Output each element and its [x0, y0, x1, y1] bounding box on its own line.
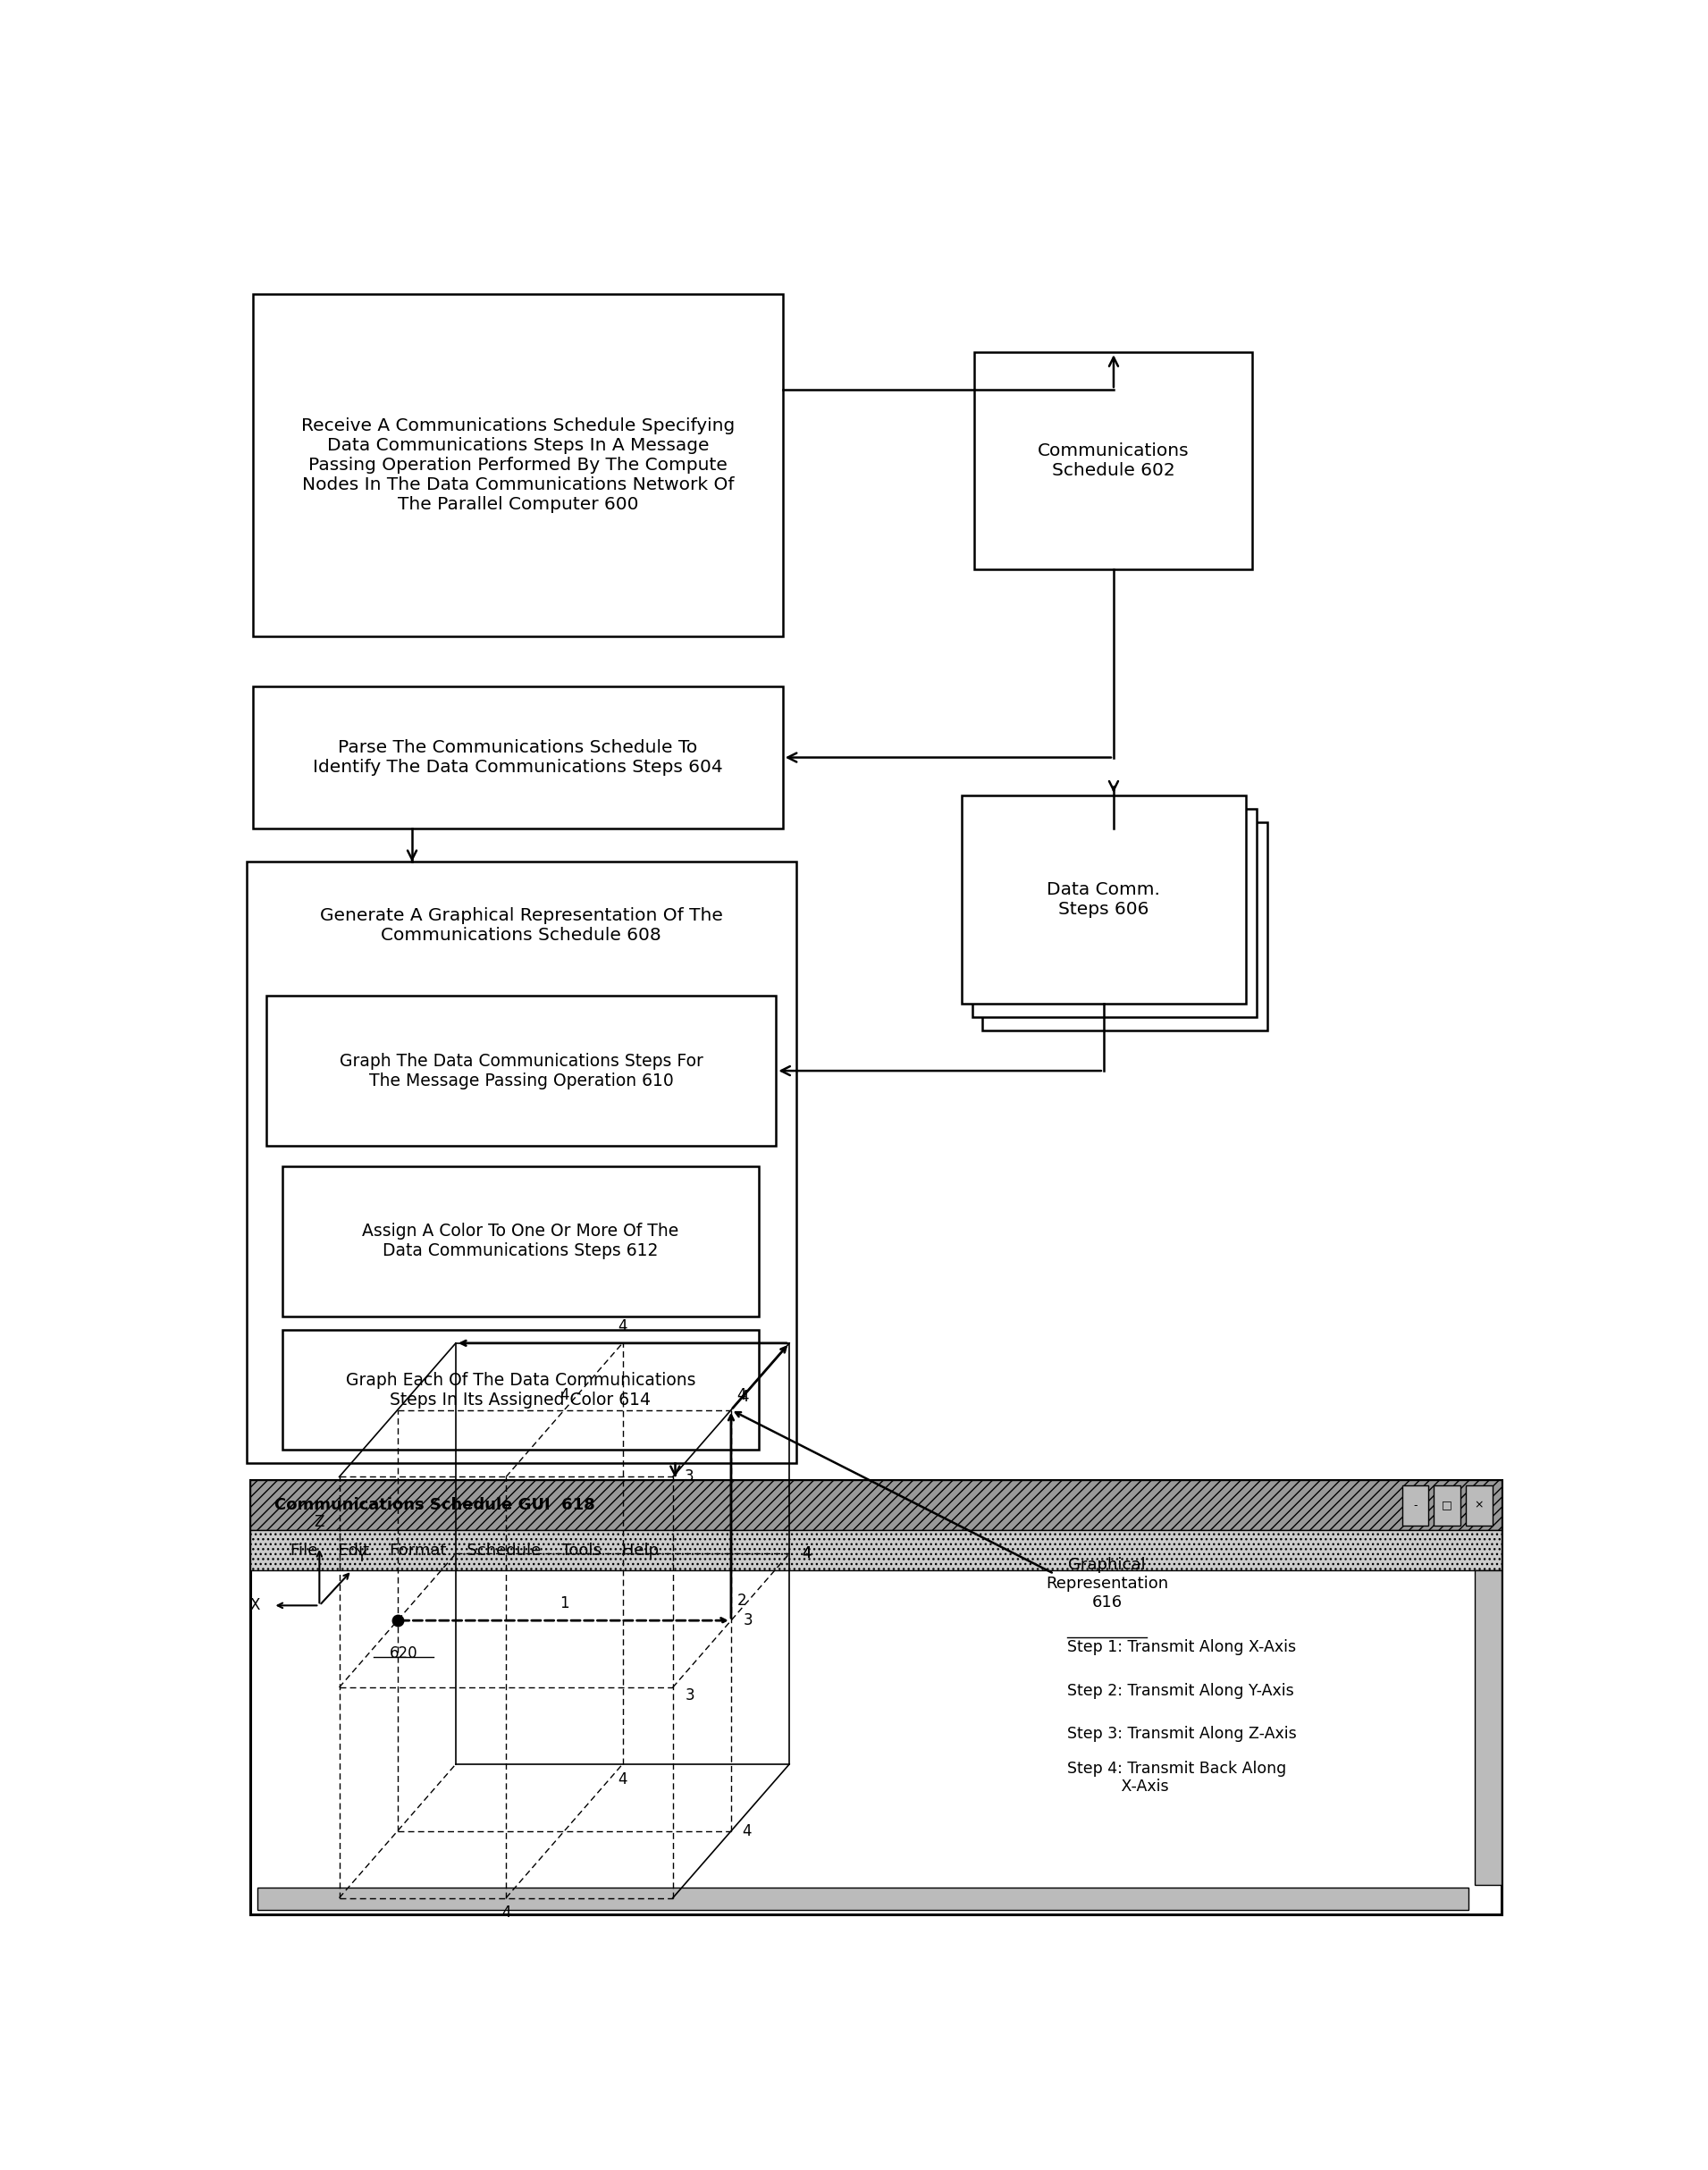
Text: 4: 4 [801, 1545, 811, 1562]
Text: 4: 4 [801, 1545, 811, 1562]
Text: 4: 4 [502, 1905, 511, 1920]
FancyBboxPatch shape [282, 1165, 758, 1317]
Text: File    Edit    Format    Schedule    Tools    Help: File Edit Format Schedule Tools Help [290, 1543, 659, 1558]
Text: Data Comm.
Steps 606: Data Comm. Steps 606 [1047, 881, 1160, 918]
Text: Graph Each Of The Data Communications
Steps In Its Assigned Color 614: Graph Each Of The Data Communications St… [345, 1371, 695, 1408]
Text: 620: 620 [389, 1645, 418, 1662]
FancyBboxPatch shape [251, 1480, 1501, 1530]
FancyBboxPatch shape [253, 293, 782, 636]
FancyBboxPatch shape [962, 794, 1247, 1005]
FancyBboxPatch shape [982, 822, 1267, 1031]
Text: 4: 4 [560, 1387, 569, 1404]
Text: 3: 3 [685, 1688, 695, 1703]
Text: 4: 4 [618, 1771, 627, 1788]
Text: Y: Y [357, 1549, 366, 1565]
Text: Assign A Color To One Or More Of The
Data Communications Steps 612: Assign A Color To One Or More Of The Dat… [362, 1224, 678, 1259]
Text: 2: 2 [736, 1593, 746, 1608]
Text: ×: × [1474, 1499, 1484, 1510]
Text: Parse The Communications Schedule To
Identify The Data Communications Steps 604: Parse The Communications Schedule To Ide… [313, 740, 722, 777]
FancyBboxPatch shape [253, 686, 782, 829]
Text: 4: 4 [736, 1387, 746, 1404]
FancyBboxPatch shape [258, 1888, 1469, 1910]
Text: Receive A Communications Schedule Specifying
Data Communications Steps In A Mess: Receive A Communications Schedule Specif… [301, 417, 734, 512]
Text: Generate A Graphical Representation Of The
Communications Schedule 608: Generate A Graphical Representation Of T… [319, 907, 722, 944]
FancyBboxPatch shape [972, 809, 1257, 1018]
Text: Communications
Schedule 602: Communications Schedule 602 [1038, 443, 1189, 480]
FancyBboxPatch shape [251, 1480, 1501, 1914]
FancyBboxPatch shape [251, 1530, 1501, 1571]
FancyBboxPatch shape [246, 861, 796, 1463]
Text: 4: 4 [618, 1319, 627, 1335]
Text: Communications Schedule GUI  618: Communications Schedule GUI 618 [275, 1497, 594, 1512]
Text: Step 4: Transmit Back Along
           X-Axis: Step 4: Transmit Back Along X-Axis [1068, 1760, 1286, 1795]
FancyBboxPatch shape [282, 1330, 758, 1450]
FancyBboxPatch shape [266, 996, 775, 1146]
FancyBboxPatch shape [1476, 1571, 1501, 1884]
Text: Step 3: Transmit Along Z-Axis: Step 3: Transmit Along Z-Axis [1068, 1725, 1296, 1743]
FancyBboxPatch shape [1435, 1484, 1460, 1526]
Text: Step 1: Transmit Along X-Axis: Step 1: Transmit Along X-Axis [1068, 1638, 1296, 1656]
Text: 3: 3 [683, 1469, 693, 1484]
Text: 4: 4 [740, 1389, 750, 1404]
Text: 4: 4 [743, 1823, 752, 1840]
FancyBboxPatch shape [1465, 1484, 1493, 1526]
Text: 3: 3 [743, 1612, 753, 1628]
Text: Graph The Data Communications Steps For
The Message Passing Operation 610: Graph The Data Communications Steps For … [340, 1052, 704, 1089]
Text: □: □ [1442, 1499, 1452, 1510]
Text: Step 2: Transmit Along Y-Axis: Step 2: Transmit Along Y-Axis [1068, 1682, 1295, 1699]
FancyBboxPatch shape [1402, 1484, 1428, 1526]
Text: Graphical
Representation
616: Graphical Representation 616 [1045, 1558, 1168, 1610]
Text: Z: Z [314, 1515, 325, 1530]
Text: X: X [249, 1597, 260, 1614]
FancyBboxPatch shape [975, 352, 1252, 569]
Text: -: - [1414, 1499, 1418, 1510]
Text: 1: 1 [560, 1595, 569, 1612]
